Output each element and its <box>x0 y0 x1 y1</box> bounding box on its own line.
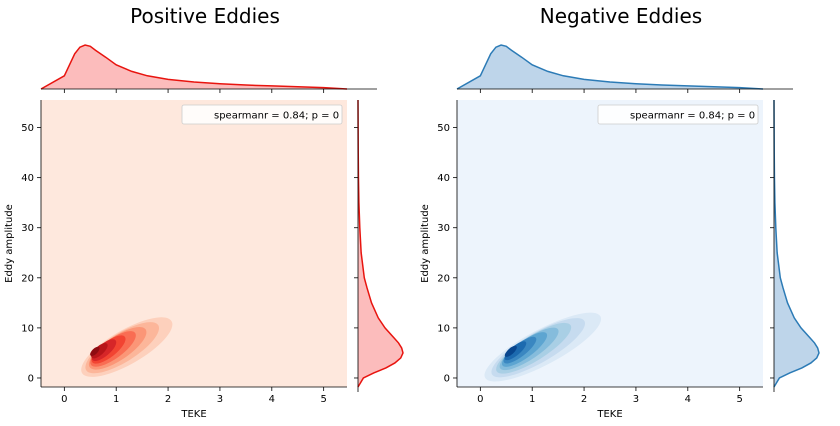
x-tick-label: 2 <box>581 394 587 405</box>
right-marginal-fill <box>358 100 403 387</box>
joint-background <box>457 100 763 387</box>
x-tick-label: 5 <box>320 394 326 405</box>
legend-box <box>181 104 343 125</box>
y-tick-label: 0 <box>28 373 34 384</box>
x-tick-label: 5 <box>736 394 742 405</box>
x-tick-label: 2 <box>165 394 171 405</box>
chart-title: Negative Eddies <box>540 4 702 28</box>
x-tick-label: 1 <box>113 394 119 405</box>
density-contours <box>81 317 173 377</box>
top-marginal-line <box>456 44 764 90</box>
legend: spearmanr = 0.84; p = 0 <box>597 104 759 125</box>
spearman-annotation: spearmanr = 0.84; p = 0 <box>214 111 339 122</box>
x-axis-label: TEKE <box>180 409 206 420</box>
x-tick-label: 4 <box>269 394 275 405</box>
x-tick-label: 3 <box>217 394 223 405</box>
y-axis-label: Eddy amplitude <box>420 204 431 283</box>
y-tick-label: 50 <box>437 123 450 134</box>
legend: spearmanr = 0.84; p = 0 <box>181 104 343 125</box>
right-marginal-line <box>773 99 820 388</box>
density-contour-level-8 <box>90 346 100 356</box>
legend-box <box>597 104 759 125</box>
y-axis-label: Eddy amplitude <box>4 204 15 283</box>
right-marginal-line <box>357 99 404 388</box>
y-tick-label: 50 <box>21 123 34 134</box>
x-tick-label: 0 <box>477 394 483 405</box>
spearman-annotation: spearmanr = 0.84; p = 0 <box>630 111 755 122</box>
top-marginal-fill <box>41 45 347 89</box>
x-tick-label: 3 <box>633 394 639 405</box>
y-tick-label: 10 <box>437 323 450 334</box>
y-tick-label: 40 <box>437 173 450 184</box>
y-tick-label: 30 <box>21 223 34 234</box>
density-contours <box>484 312 602 382</box>
right-marginal-fill <box>774 100 819 387</box>
top-marginal-fill <box>457 45 763 89</box>
x-tick-label: 1 <box>529 394 535 405</box>
y-tick-label: 10 <box>21 323 34 334</box>
density-contour-level-8 <box>504 345 517 357</box>
y-tick-label: 0 <box>444 373 450 384</box>
top-marginal-line <box>40 44 348 90</box>
y-tick-label: 30 <box>437 223 450 234</box>
y-tick-label: 20 <box>21 273 34 284</box>
y-tick-label: 20 <box>437 273 450 284</box>
joint-background <box>41 100 347 387</box>
density-contour-level-7 <box>91 343 108 359</box>
chart-title: Positive Eddies <box>130 4 280 28</box>
x-axis-label: TEKE <box>596 409 622 420</box>
x-tick-label: 4 <box>685 394 691 405</box>
y-tick-label: 40 <box>21 173 34 184</box>
x-tick-label: 0 <box>61 394 67 405</box>
